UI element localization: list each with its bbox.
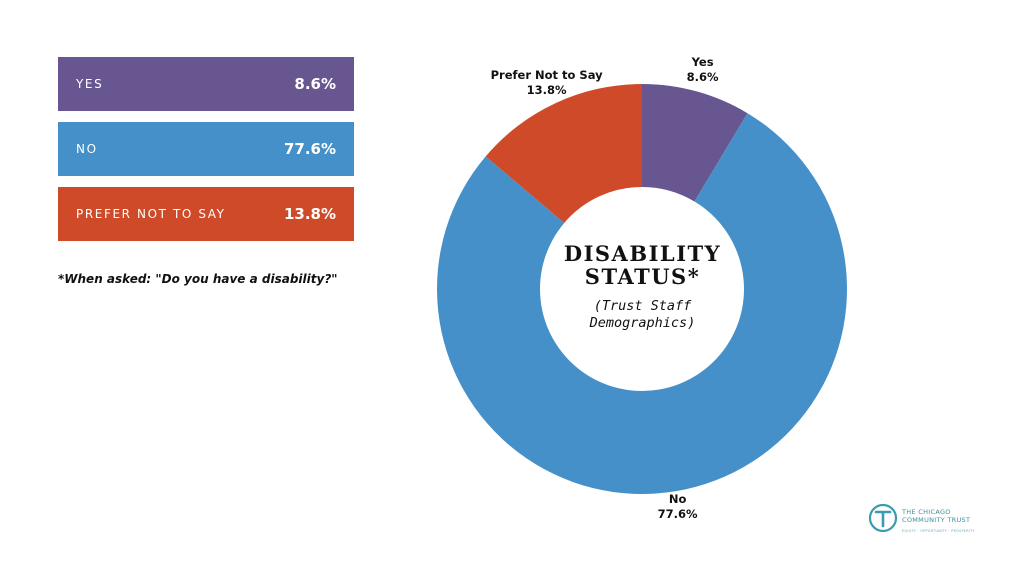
donut-slice-yes [642, 84, 748, 202]
slice-value-label: 13.8% [527, 83, 567, 97]
legend-item-yes: YES 8.6% [58, 57, 354, 111]
chart-title-line2: STATUS* [584, 264, 701, 289]
chart-subtitle-line1: (Trust Staff [593, 298, 692, 314]
chart-subtitle: (Trust Staff Demographics) [565, 298, 720, 332]
logo-line2: COMMUNITY TRUST [902, 516, 970, 524]
logo-tagline: EQUITY · OPPORTUNITY · PROSPERITY [902, 529, 975, 533]
donut-slice-prefer-not-to-say [485, 84, 642, 224]
slice-category-label: Yes [691, 55, 714, 69]
slice-value-label: 77.6% [658, 507, 698, 521]
logo-line1: THE CHICAGO [901, 508, 951, 516]
chicago-community-trust-logo: THE CHICAGO COMMUNITY TRUST EQUITY · OPP… [868, 503, 975, 533]
trust-logo-icon [868, 503, 898, 533]
footnote: *When asked: "Do you have a disability?" [58, 272, 338, 286]
legend-value: 8.6% [294, 75, 336, 93]
legend-label: YES [76, 77, 104, 91]
legend-value: 77.6% [283, 140, 336, 158]
legend-value: 13.8% [283, 205, 336, 223]
slice-value-label: 8.6% [687, 70, 719, 84]
donut-slices [436, 84, 847, 495]
donut-slice-no [436, 113, 847, 495]
legend-item-no: NO 77.6% [58, 122, 354, 176]
chart-subtitle-line2: Demographics) [589, 315, 696, 331]
slice-category-label: Prefer Not to Say [491, 68, 603, 82]
legend-item-prefer-not-to-say: PREFER NOT TO SAY 13.8% [58, 187, 354, 241]
chart-title-line1: DISABILITY [563, 241, 722, 266]
legend-label: PREFER NOT TO SAY [76, 207, 226, 221]
chart-title: DISABILITY STATUS* [555, 242, 730, 288]
legend-label: NO [76, 142, 98, 156]
slice-category-label: No [669, 492, 687, 506]
